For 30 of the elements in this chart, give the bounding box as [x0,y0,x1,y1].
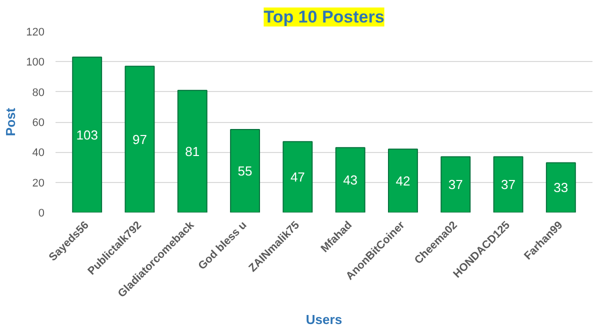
data-label: 33 [554,180,568,196]
chart-title: Top 10 Posters [264,8,384,26]
y-tick-label: 60 [32,117,45,129]
bar [230,129,260,212]
bar [124,66,155,212]
y-tick-label: 100 [26,56,45,69]
data-label: 81 [185,144,200,159]
bar [72,56,102,212]
data-label: 42 [396,173,410,188]
bar [282,141,313,212]
y-tick-label: 40 [32,147,45,160]
data-label: 47 [290,170,305,185]
y-tick-label: 20 [32,177,45,190]
data-label: 37 [448,177,463,192]
y-tick-label: 80 [32,86,45,99]
bar [177,90,208,212]
y-tick-label: 120 [26,26,45,38]
bar [440,156,471,212]
y-tick-label: 0 [38,208,45,220]
bar [546,162,576,212]
bar [388,148,418,212]
data-label: 55 [238,164,252,179]
bar [493,156,524,212]
data-label: 103 [76,127,98,142]
bar [335,147,366,212]
x-axis-title: Users [306,312,342,328]
data-label: 97 [132,132,147,147]
y-axis-title: Post [3,107,18,136]
data-label: 37 [501,177,516,192]
data-label: 43 [343,172,358,188]
